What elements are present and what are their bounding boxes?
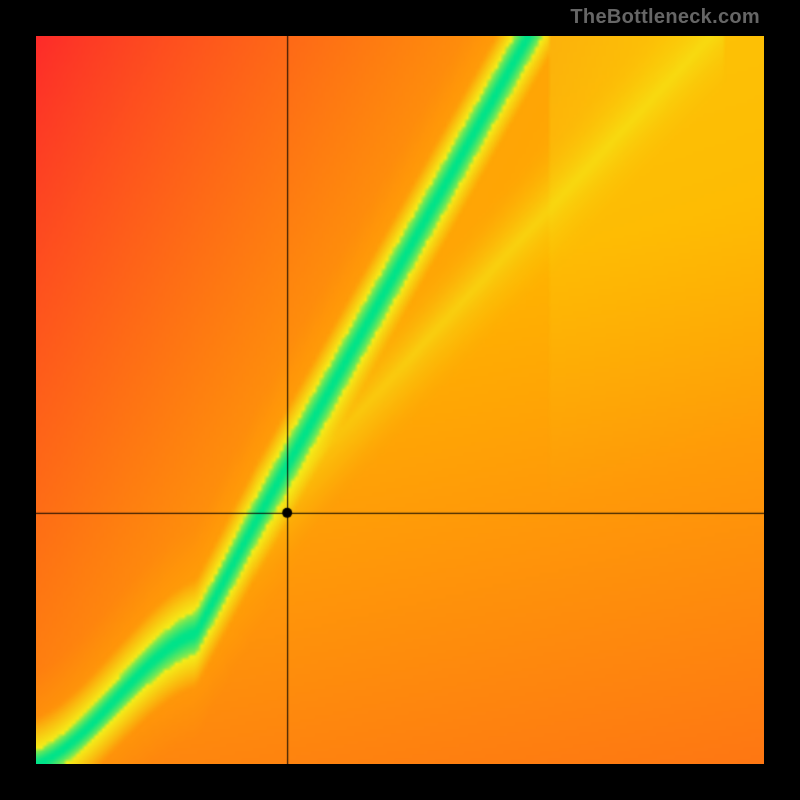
watermark-text: TheBottleneck.com (570, 6, 760, 29)
chart-frame: TheBottleneck.com (0, 0, 800, 800)
bottleneck-heatmap (36, 36, 764, 764)
plot-area (36, 36, 764, 764)
